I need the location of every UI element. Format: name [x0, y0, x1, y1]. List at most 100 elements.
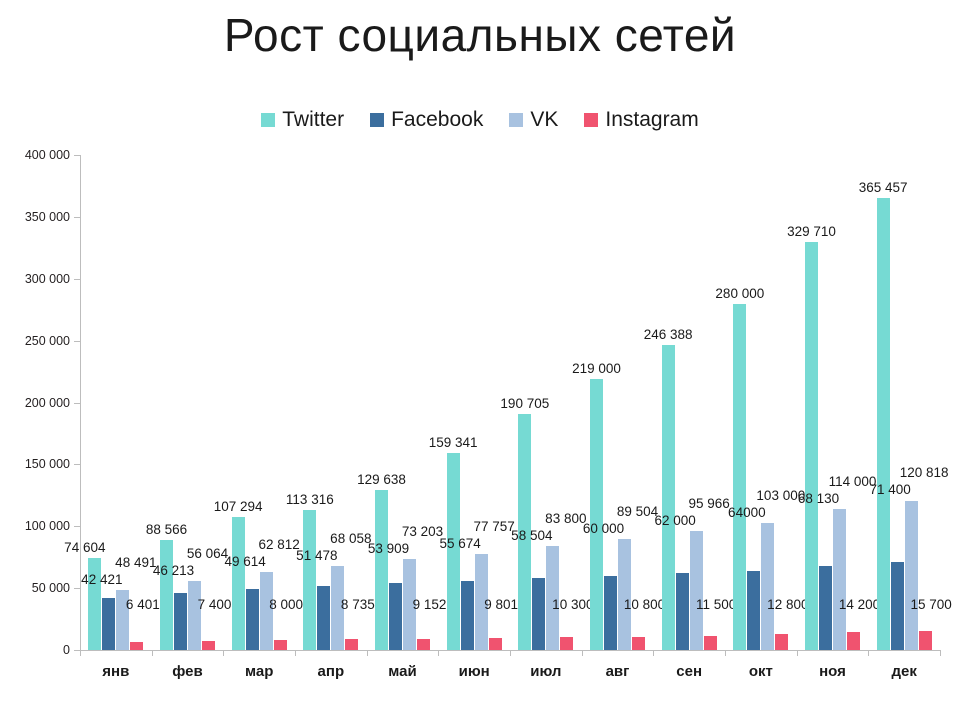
bar-group: 329 710 68 130 114 000 14 200 ноя — [787, 155, 880, 680]
bar-value-label: 42 421 — [81, 571, 123, 587]
bar-group: 113 316 51 478 68 058 8 735 апр — [286, 155, 375, 680]
bar-instagram[interactable] — [416, 638, 430, 650]
legend-item-vk[interactable]: VK — [509, 108, 558, 132]
bar-twitter[interactable] — [589, 379, 603, 650]
bar-value-label: 58 504 — [511, 528, 553, 544]
bar-instagram[interactable] — [775, 634, 789, 650]
bar-instagram[interactable] — [703, 635, 717, 650]
bar-facebook[interactable] — [818, 565, 832, 650]
y-axis-tick-label: 150 000 — [24, 457, 70, 472]
bar-twitter[interactable] — [518, 414, 532, 650]
bar-vk[interactable] — [832, 508, 846, 650]
bar-value-label: 219 000 — [572, 360, 621, 376]
y-axis-tick — [74, 402, 80, 404]
y-axis-tick — [74, 278, 80, 280]
legend-item-facebook[interactable]: Facebook — [370, 108, 483, 132]
legend-item-instagram[interactable]: Instagram — [584, 108, 699, 132]
x-axis-tick — [940, 650, 941, 656]
bar-twitter[interactable] — [159, 540, 173, 650]
bar-instagram[interactable] — [918, 630, 932, 650]
bar-twitter[interactable] — [88, 557, 102, 650]
bar-facebook[interactable] — [173, 592, 187, 650]
x-axis-category-label: июн — [458, 663, 490, 680]
bar-facebook[interactable] — [532, 577, 546, 650]
bar-vk[interactable] — [546, 546, 560, 650]
bar-value-label: 9 152 — [412, 597, 447, 612]
legend-label: VK — [530, 108, 559, 131]
x-axis-tick — [151, 650, 153, 656]
x-axis-category-label: июл — [530, 663, 562, 680]
bar-value-label: 53 909 — [367, 541, 410, 557]
y-axis-tick — [74, 155, 80, 156]
y-axis-tick — [74, 464, 80, 466]
bar-instagram[interactable] — [345, 639, 359, 650]
bar-twitter[interactable] — [661, 345, 675, 650]
bar-value-label: 15 700 — [910, 597, 952, 612]
bar-facebook[interactable] — [388, 583, 402, 650]
bar-twitter[interactable] — [446, 452, 460, 650]
bar-value-label: 120 818 — [899, 465, 949, 481]
bar-value-label: 7 400 — [197, 597, 232, 612]
bar-twitter[interactable] — [804, 241, 818, 650]
legend-label: Instagram — [605, 108, 699, 131]
legend-swatch-icon — [509, 113, 524, 127]
bar-twitter[interactable] — [733, 303, 747, 650]
bar-vk[interactable] — [116, 590, 130, 650]
bar-value-label: 113 316 — [285, 491, 334, 507]
x-axis-tick — [653, 650, 655, 656]
bar-vk[interactable] — [689, 531, 703, 650]
bar-facebook[interactable] — [245, 588, 259, 650]
bar-value-label: 329 710 — [787, 223, 836, 239]
bar-instagram[interactable] — [560, 637, 574, 650]
bar-value-label: 103 000 — [756, 487, 806, 503]
bar-twitter[interactable] — [303, 509, 317, 650]
x-axis-tick — [295, 650, 296, 656]
bar-twitter[interactable] — [374, 489, 388, 650]
bar-value-label: 48 491 — [115, 554, 157, 570]
bar-value-label: 71 400 — [869, 482, 911, 498]
bar-facebook[interactable] — [603, 575, 617, 650]
bar-facebook[interactable] — [890, 561, 904, 650]
bar-vk[interactable] — [761, 522, 775, 650]
bar-instagram[interactable] — [631, 636, 645, 650]
bar-value-label: 6 401 — [125, 597, 160, 612]
page-title: Рост социальных сетей — [223, 9, 737, 61]
bar-facebook[interactable] — [747, 570, 761, 650]
bar-vk[interactable] — [904, 500, 918, 650]
bar-vk[interactable] — [331, 565, 345, 650]
bar-instagram[interactable] — [130, 642, 144, 650]
x-axis-tick — [366, 650, 368, 656]
bar-facebook[interactable] — [102, 597, 116, 650]
bar-instagram[interactable] — [488, 637, 502, 650]
x-axis-category-label: окт — [748, 663, 773, 680]
bar-value-label: 280 000 — [715, 285, 765, 301]
bar-vk[interactable] — [402, 559, 416, 650]
bar-vk[interactable] — [617, 539, 631, 650]
bar-group: 190 705 58 504 83 800 10 300 июл — [500, 155, 593, 680]
bar-group: 107 294 49 614 62 812 8 000 мар — [214, 155, 303, 680]
bar-value-label: 95 966 — [688, 496, 730, 512]
bar-value-label: 73 203 — [401, 524, 444, 540]
bar-value-label: 8 735 — [340, 597, 375, 612]
bar-value-label: 83 800 — [545, 511, 587, 527]
bar-facebook[interactable] — [317, 586, 331, 650]
bar-vk[interactable] — [474, 553, 488, 650]
plot-area: 0 50 000 100 000 150 000 200 000 250 000 300 0… — [25, 148, 952, 680]
x-axis-category-label: авг — [605, 663, 630, 680]
x-axis-tick — [725, 650, 726, 656]
bar-instagram[interactable] — [846, 632, 860, 650]
bar-vk[interactable] — [187, 580, 201, 650]
y-axis-tick-label: 400 000 — [24, 148, 70, 162]
bar-instagram[interactable] — [273, 640, 287, 650]
legend-item-twitter[interactable]: Twitter — [261, 108, 344, 132]
x-axis-tick — [796, 650, 798, 656]
bar-vk[interactable] — [259, 572, 273, 650]
y-axis-line — [80, 155, 81, 650]
bar-facebook[interactable] — [675, 573, 689, 650]
bar-twitter[interactable] — [231, 517, 245, 650]
bar-instagram[interactable] — [201, 640, 215, 650]
x-axis-tick — [80, 650, 81, 656]
bar-twitter[interactable] — [876, 197, 890, 650]
legend-swatch-icon — [370, 113, 385, 127]
bar-facebook[interactable] — [460, 581, 474, 650]
